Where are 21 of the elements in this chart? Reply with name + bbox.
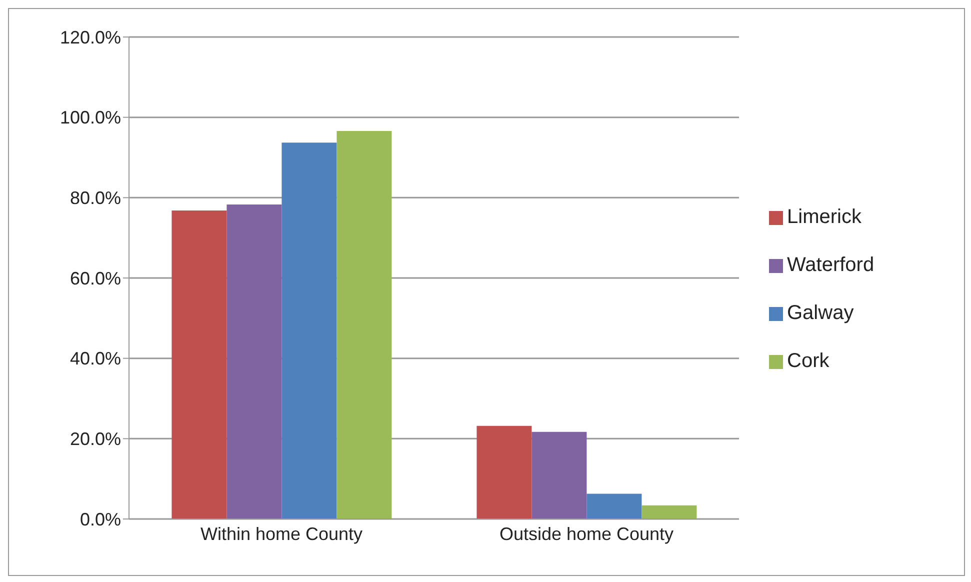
bar: [476, 426, 532, 519]
y-tick-label: 40.0%: [70, 348, 121, 369]
y-tick-label: 120.0%: [60, 27, 121, 48]
bar: [532, 432, 587, 519]
y-tick-label: 80.0%: [70, 188, 121, 208]
x-tick-label: Outside home County: [499, 524, 674, 544]
legend-label: Galway: [787, 302, 854, 324]
bar: [336, 130, 392, 519]
y-tick-label: 60.0%: [70, 268, 121, 288]
y-tick-label: 20.0%: [70, 429, 121, 450]
bar: [282, 142, 337, 519]
legend-label: Cork: [787, 350, 830, 372]
legend-label: Limerick: [787, 206, 862, 228]
bar: [226, 204, 282, 519]
y-tick-label: 0.0%: [80, 509, 121, 530]
bar: [642, 505, 697, 519]
legend-label: Waterford: [787, 254, 874, 276]
y-tick-label: 100.0%: [60, 108, 121, 128]
bar: [586, 494, 642, 519]
x-tick-label: Within home County: [200, 524, 363, 544]
bar: [172, 210, 227, 519]
